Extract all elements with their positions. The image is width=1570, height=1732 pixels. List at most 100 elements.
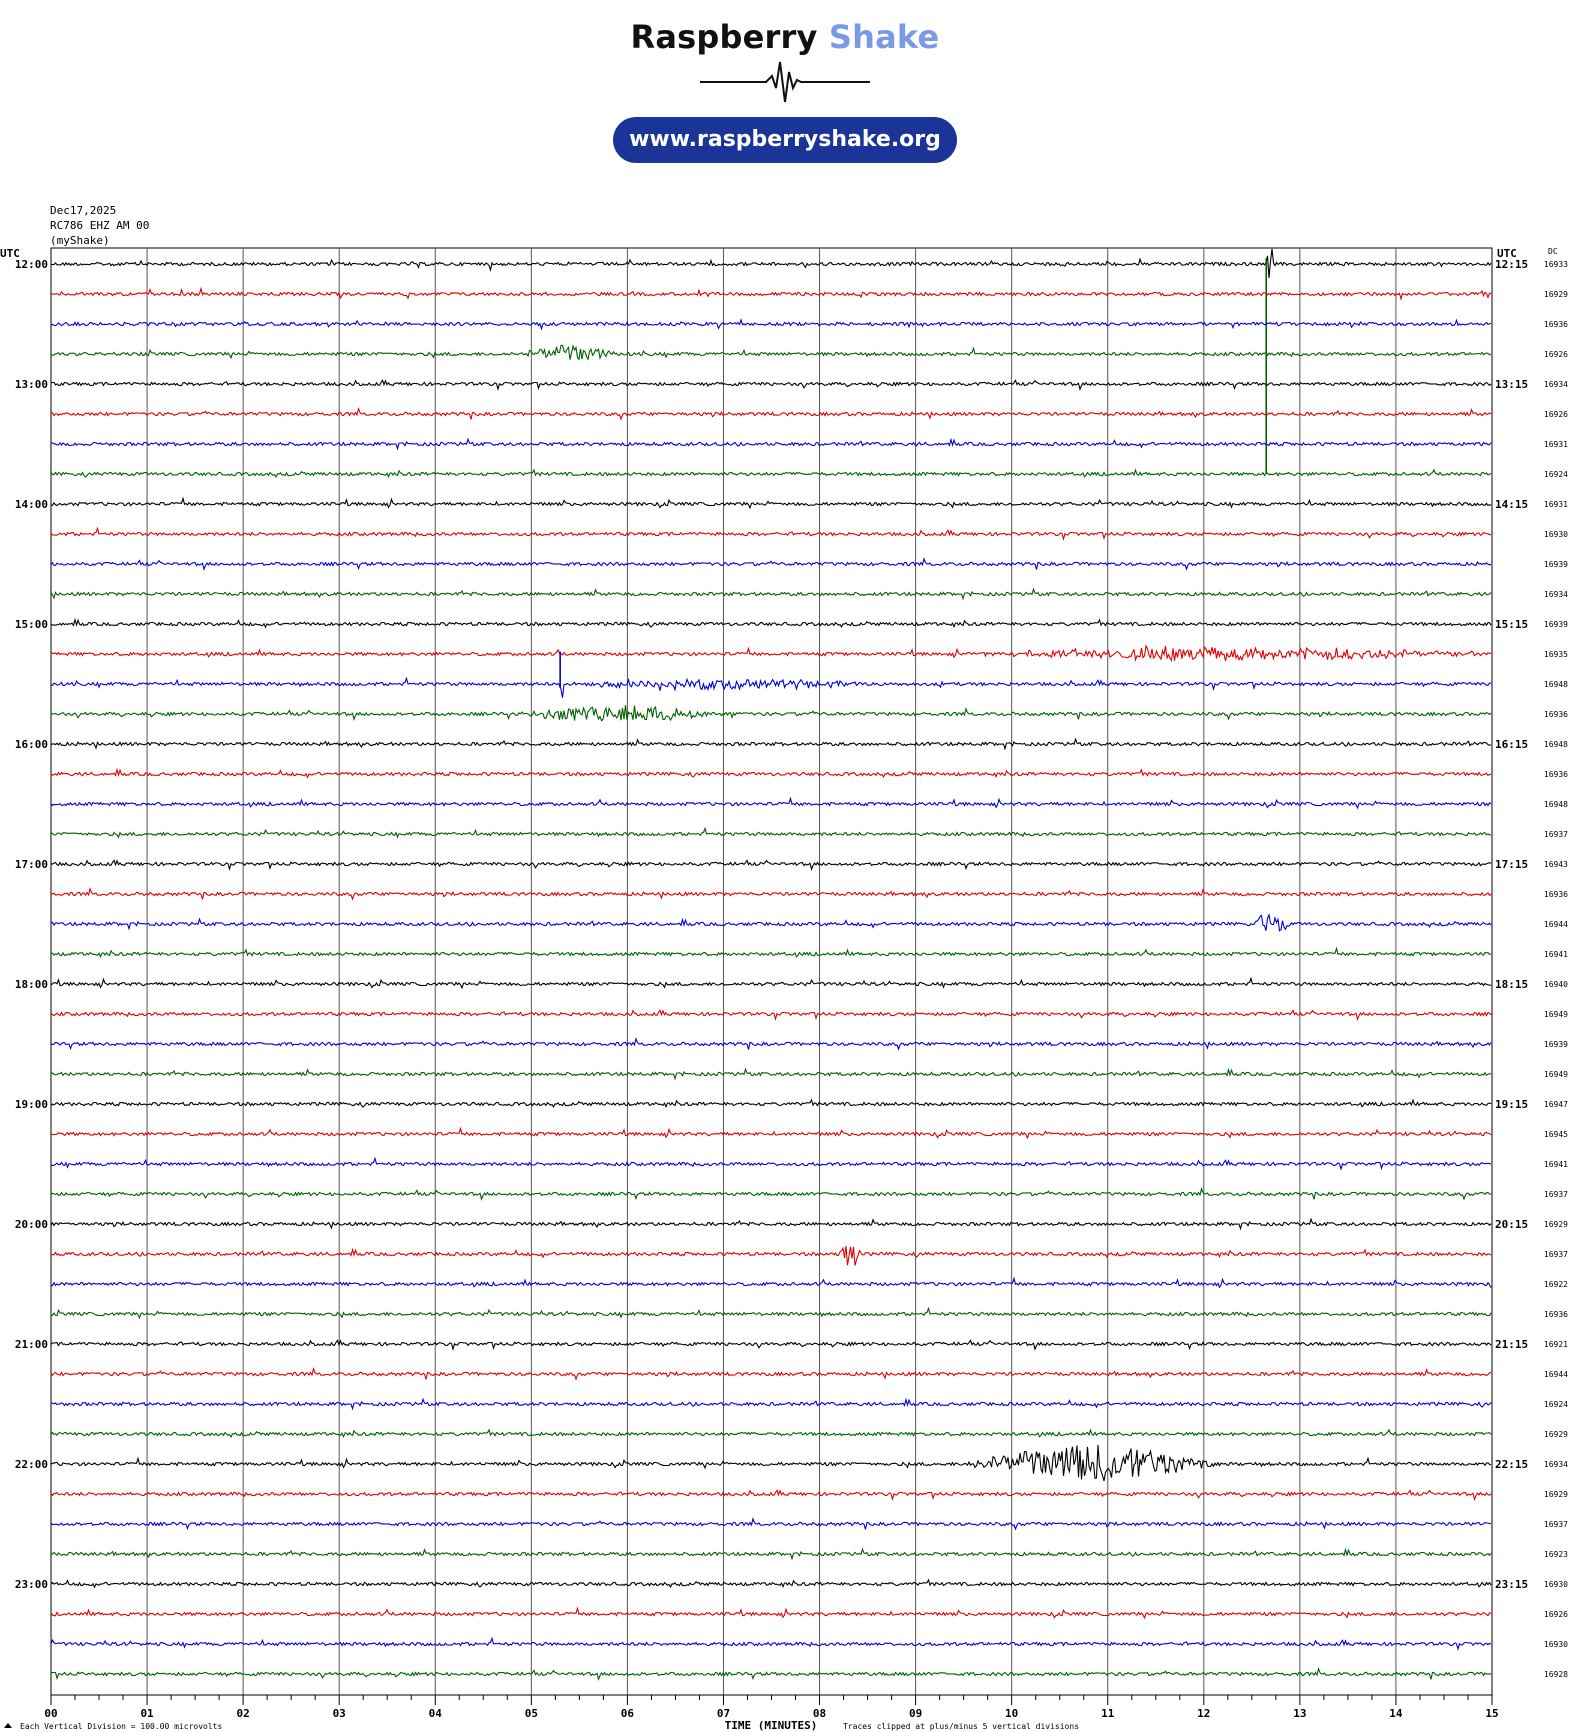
hour-label-right: 21:15 bbox=[1495, 1338, 1528, 1351]
dc-offset-label: 16936 bbox=[1544, 320, 1568, 329]
dc-offset-label: 16939 bbox=[1544, 1040, 1568, 1049]
hour-label-right: 22:15 bbox=[1495, 1458, 1528, 1471]
x-tick-label: 07 bbox=[717, 1707, 730, 1720]
dc-offset-label: 16924 bbox=[1544, 470, 1568, 479]
dc-offset-label: 16941 bbox=[1544, 1160, 1568, 1169]
dc-offset-label: 16949 bbox=[1544, 1010, 1568, 1019]
hour-label-left: 20:00 bbox=[15, 1218, 48, 1231]
hour-label-left: 16:00 bbox=[15, 738, 48, 751]
dc-offset-label: 16936 bbox=[1544, 1310, 1568, 1319]
dc-offset-label: 16926 bbox=[1544, 1610, 1568, 1619]
trace-line bbox=[50, 1428, 1492, 1439]
dc-offset-label: 16936 bbox=[1544, 710, 1568, 719]
x-tick-label: 05 bbox=[525, 1707, 538, 1720]
hour-label-right: 23:15 bbox=[1495, 1578, 1528, 1591]
x-tick-label: 11 bbox=[1101, 1707, 1115, 1720]
logo-title: Raspberry Shake bbox=[0, 18, 1570, 56]
dc-offset-label: 16933 bbox=[1544, 260, 1568, 269]
dc-offset-label: 16949 bbox=[1544, 1070, 1568, 1079]
trace-line bbox=[50, 1489, 1492, 1502]
dc-offset-label: 16929 bbox=[1544, 1430, 1568, 1439]
hour-label-right: 13:15 bbox=[1495, 378, 1528, 391]
dc-offset-label: 16929 bbox=[1544, 1490, 1568, 1499]
dc-offset-label: 16937 bbox=[1544, 1520, 1568, 1529]
hour-label-left: 15:00 bbox=[15, 618, 48, 631]
header-network: (myShake) bbox=[50, 234, 110, 247]
dc-offset-label: 16928 bbox=[1544, 1670, 1568, 1679]
hour-label-left: 23:00 bbox=[15, 1578, 48, 1591]
dc-offset-label: 16936 bbox=[1544, 770, 1568, 779]
trace-line bbox=[50, 767, 1492, 779]
x-tick-label: 00 bbox=[44, 1707, 57, 1720]
dc-offset-label: 16936 bbox=[1544, 890, 1568, 899]
trace-line bbox=[50, 1217, 1492, 1231]
trace-line bbox=[50, 587, 1492, 601]
dc-offset-label: 16937 bbox=[1544, 1250, 1568, 1259]
hour-label-left: 14:00 bbox=[15, 498, 48, 511]
hour-label-left: 19:00 bbox=[15, 1098, 48, 1111]
x-tick-label: 06 bbox=[621, 1707, 635, 1720]
trace-line bbox=[50, 859, 1492, 872]
dc-offset-label: 16944 bbox=[1544, 920, 1568, 929]
hour-label-right: 15:15 bbox=[1495, 618, 1528, 631]
dc-offset-label: 16947 bbox=[1544, 1100, 1568, 1109]
trace-line bbox=[50, 886, 1492, 901]
dc-offset-label: 16939 bbox=[1544, 560, 1568, 569]
dc-offset-label: 16937 bbox=[1544, 830, 1568, 839]
dc-offset-label: 16940 bbox=[1544, 980, 1568, 989]
trace-line bbox=[50, 676, 1492, 698]
dc-offset-label: 16931 bbox=[1544, 440, 1568, 449]
x-tick-label: 04 bbox=[429, 1707, 443, 1720]
dc-offset-label: 16930 bbox=[1544, 1580, 1568, 1589]
dc-offset-label: 16922 bbox=[1544, 1280, 1568, 1289]
hour-label-right: 17:15 bbox=[1495, 858, 1528, 871]
x-tick-label: 15 bbox=[1485, 1707, 1498, 1720]
utc-label-left: UTC bbox=[0, 247, 20, 260]
dc-offset-label: 16939 bbox=[1544, 620, 1568, 629]
footer-clip-note: Traces clipped at plus/minus 5 vertical … bbox=[843, 1722, 1079, 1731]
hour-label-left: 22:00 bbox=[15, 1458, 48, 1471]
header-station: RC786 EHZ AM 00 bbox=[50, 219, 150, 232]
hour-label-left: 13:00 bbox=[15, 378, 48, 391]
trace-line bbox=[50, 1666, 1492, 1681]
dc-offset-label: 16921 bbox=[1544, 1340, 1568, 1349]
dc-offset-label: 16943 bbox=[1544, 860, 1568, 869]
utc-label-right: UTC bbox=[1497, 247, 1517, 260]
dc-offset-label: 16929 bbox=[1544, 1220, 1568, 1229]
dc-offset-label: 16935 bbox=[1544, 650, 1568, 659]
trace-line bbox=[50, 1366, 1492, 1381]
website-url-link[interactable]: www.raspberryshake.org bbox=[613, 117, 957, 163]
dc-offset-label: 16930 bbox=[1544, 1640, 1568, 1649]
x-tick-label: 10 bbox=[1005, 1707, 1018, 1720]
dc-offset-label: 16926 bbox=[1544, 410, 1568, 419]
trace-line bbox=[50, 1246, 1492, 1266]
trace-line bbox=[50, 976, 1492, 990]
trace-line bbox=[50, 1009, 1492, 1022]
dc-offset-label: 16931 bbox=[1544, 500, 1568, 509]
trace-line bbox=[50, 1444, 1492, 1482]
dc-offset-label: 16948 bbox=[1544, 800, 1568, 809]
x-tick-label: 03 bbox=[333, 1707, 346, 1720]
hour-label-left: 17:00 bbox=[15, 858, 48, 871]
hour-label-right: 16:15 bbox=[1495, 738, 1528, 751]
dc-offset-label: 16930 bbox=[1544, 530, 1568, 539]
trace-line bbox=[50, 1126, 1492, 1140]
trace-line bbox=[50, 379, 1492, 392]
x-tick-label: 08 bbox=[813, 1707, 826, 1720]
x-tick-label: 12 bbox=[1197, 1707, 1210, 1720]
dc-header-label: DC bbox=[1548, 247, 1558, 256]
trace-line bbox=[50, 617, 1492, 629]
trace-line bbox=[50, 317, 1492, 331]
trace-line bbox=[50, 248, 1492, 278]
hour-label-right: 18:15 bbox=[1495, 978, 1528, 991]
hour-label-left: 12:00 bbox=[15, 258, 48, 271]
dc-offset-label: 16934 bbox=[1544, 590, 1568, 599]
trace-line bbox=[50, 286, 1492, 301]
trace-line bbox=[51, 437, 1492, 451]
trace-line bbox=[50, 644, 1492, 662]
logo-word-shake: Shake bbox=[828, 18, 940, 56]
trace-line bbox=[50, 913, 1492, 932]
dc-offset-label: 16934 bbox=[1544, 380, 1568, 389]
x-axis-title: TIME (MINUTES) bbox=[725, 1719, 818, 1732]
